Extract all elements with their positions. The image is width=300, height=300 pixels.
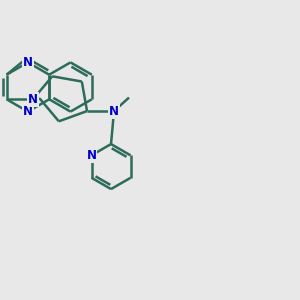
Text: N: N [23,105,33,118]
Text: N: N [23,56,33,69]
Text: N: N [28,93,38,106]
Text: N: N [86,149,97,162]
Text: N: N [109,105,119,118]
